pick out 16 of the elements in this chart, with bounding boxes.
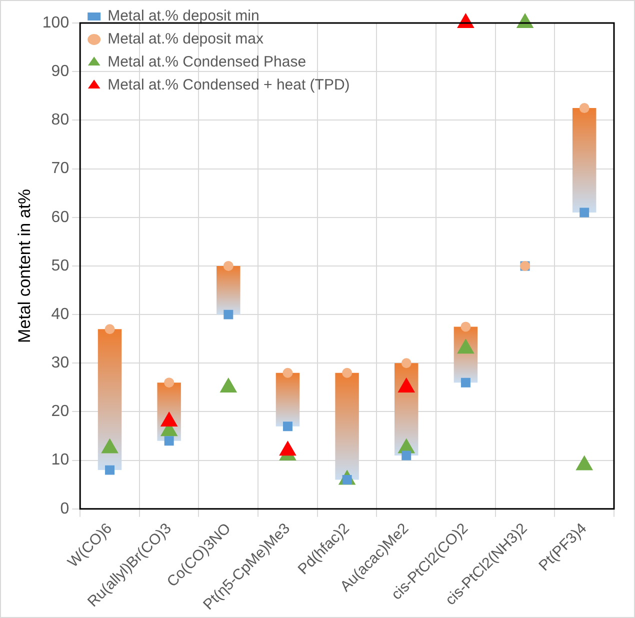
y-tick-label: 80: [51, 112, 70, 129]
legend-label: Metal at.% deposit min: [108, 8, 260, 25]
legend-label: Metal at.% deposit max: [108, 30, 264, 48]
y-tick-label: 40: [51, 306, 70, 323]
y-tick-label: 60: [51, 208, 70, 226]
legend-label: Metal at.% Condensed Phase: [108, 54, 306, 71]
y-tick-label: 20: [51, 403, 70, 420]
y-tick-label: 70: [51, 160, 70, 178]
y-tick-label: 100: [42, 14, 70, 32]
legend-label: Metal at.% Condensed + heat (TPD): [108, 76, 350, 94]
y-axis-title: Metal content in at%: [14, 188, 34, 343]
y-tick-label: 10: [51, 452, 70, 469]
y-tick-label: 0: [60, 500, 70, 518]
y-tick-label: 30: [51, 354, 70, 372]
y-tick-label: 90: [51, 63, 70, 80]
y-tick-label: 50: [51, 257, 70, 274]
